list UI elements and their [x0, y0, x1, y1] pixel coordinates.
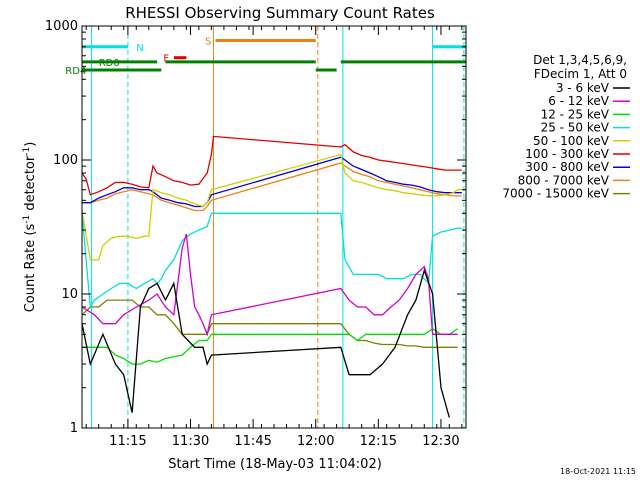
status-marker-label: RD4 — [65, 66, 86, 77]
x-tick-label: 11:30 — [172, 434, 209, 449]
vertical-markers — [91, 26, 465, 428]
legend-header-line-1: Det 1,3,4,5,6,9, — [533, 53, 627, 67]
series-layer — [81, 135, 462, 418]
y-axis-ticks: 1 10 100 1000 — [45, 19, 466, 436]
status-markers: N F S RD0 RD4 — [65, 36, 466, 77]
legend: Det 1,3,4,5,6,9, FDecim 1, Att 0 3 - 6 k… — [502, 53, 630, 201]
x-tick-label: 12:00 — [297, 434, 334, 449]
status-marker-label: N — [136, 43, 143, 54]
legend-label: 25 - 50 keV — [541, 121, 610, 135]
legend-label: 3 - 6 keV — [556, 81, 610, 95]
legend-label: 800 - 7000 keV — [518, 173, 610, 187]
y-axis-label: Count Rate (s-1 detector-1) — [22, 142, 38, 313]
series-line — [81, 135, 462, 196]
footer-date: 18-Oct-2021 11:15 — [560, 467, 636, 476]
x-tick-label: 11:45 — [234, 434, 271, 449]
y-tick-label: 1 — [70, 421, 78, 436]
chart-title: RHESSI Observing Summary Count Rates — [125, 4, 435, 22]
x-axis-ticks: 11:15 11:30 11:45 12:00 12:15 12:30 — [85, 26, 463, 449]
plot-frame — [81, 25, 467, 429]
legend-label: 300 - 800 keV — [525, 160, 609, 174]
series-line — [82, 328, 459, 365]
x-tick-label: 11:15 — [109, 434, 146, 449]
status-marker-label: F — [163, 54, 169, 65]
legend-label: 7000 - 15000 keV — [502, 187, 609, 201]
legend-label: 6 - 12 keV — [548, 94, 610, 108]
series-line — [81, 268, 450, 418]
y-tick-label: 10 — [61, 287, 78, 302]
legend-label: 50 - 100 keV — [533, 134, 610, 148]
status-marker-label: RD0 — [99, 58, 120, 69]
series-line — [81, 299, 458, 348]
status-marker-label: S — [205, 36, 211, 47]
series-line — [81, 212, 462, 310]
x-tick-label: 12:15 — [360, 434, 397, 449]
x-axis-label: Start Time (18-May-03 11:04:02) — [168, 457, 382, 472]
series-line — [82, 156, 462, 208]
x-tick-label: 12:30 — [422, 434, 459, 449]
legend-header-line-2: FDecim 1, Att 0 — [534, 67, 627, 81]
legend-label: 100 - 300 keV — [525, 147, 609, 161]
legend-label: 12 - 25 keV — [541, 107, 610, 121]
y-tick-label: 1000 — [45, 19, 78, 34]
series-line — [81, 153, 462, 261]
series-line — [82, 162, 462, 212]
series-line — [81, 233, 458, 337]
y-tick-label: 100 — [53, 153, 78, 168]
